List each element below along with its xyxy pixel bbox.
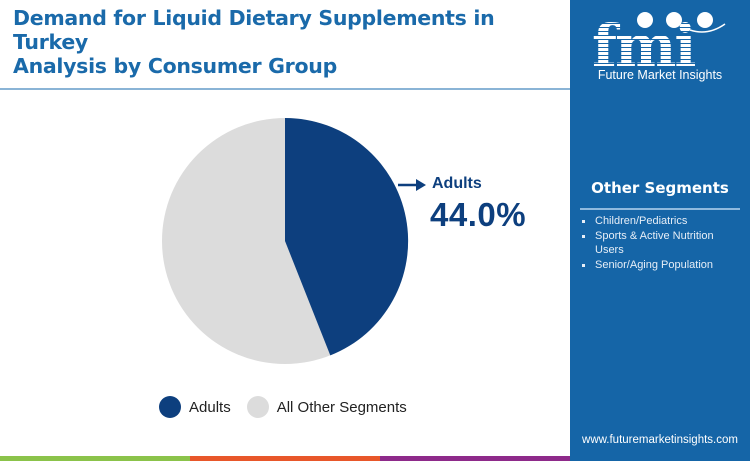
segment-item: Senior/Aging Population xyxy=(580,258,745,273)
title-line-1: Demand for Liquid Dietary Supplements in xyxy=(13,6,495,30)
other-segments-divider xyxy=(580,208,740,210)
pie-slice-adults xyxy=(285,117,409,356)
legend-swatch-adults xyxy=(159,396,181,418)
fmi-logo-icon: fmi xyxy=(592,12,726,68)
bar-segment-orange xyxy=(190,456,380,461)
website-link[interactable]: www.futuremarketinsights.com xyxy=(582,434,738,446)
globe-europe-icon xyxy=(666,12,682,28)
legend-label: Adults xyxy=(189,398,231,416)
callout-value: 44.0% xyxy=(430,196,527,233)
bottom-color-bar xyxy=(0,456,570,461)
bar-segment-purple xyxy=(380,456,570,461)
other-segments-list: Children/Pediatrics Sports & Active Nutr… xyxy=(580,214,745,272)
legend-label: All Other Segments xyxy=(276,398,407,416)
bar-segment-green xyxy=(0,456,190,461)
chart-title: Demand for Liquid Dietary Supplements in… xyxy=(13,6,563,78)
legend: Adults All Other Segments xyxy=(159,396,423,418)
segment-item: Sports & Active Nutrition Users xyxy=(580,229,745,258)
callout-label: Adults xyxy=(432,175,482,192)
legend-swatch-others xyxy=(246,396,269,418)
sidebar: fmi Future Market Insights Other Segment… xyxy=(570,0,750,461)
title-line-2: Turkey xyxy=(13,30,88,54)
globe-americas-icon xyxy=(637,12,653,28)
legend-item-others: All Other Segments xyxy=(246,396,407,418)
chart-panel: Demand for Liquid Dietary Supplements in… xyxy=(0,6,570,461)
other-segments-title: Other Segments xyxy=(591,179,729,197)
logo-subtitle: Future Market Insights xyxy=(597,68,723,82)
segment-item: Children/Pediatrics xyxy=(580,214,745,229)
callout-arrow-icon xyxy=(416,179,426,191)
title-line-3: Analysis by Consumer Group xyxy=(13,54,337,78)
globe-asia-icon xyxy=(697,12,713,28)
legend-item-adults: Adults xyxy=(159,396,231,418)
title-divider xyxy=(0,88,570,90)
pie-chart xyxy=(162,117,426,364)
